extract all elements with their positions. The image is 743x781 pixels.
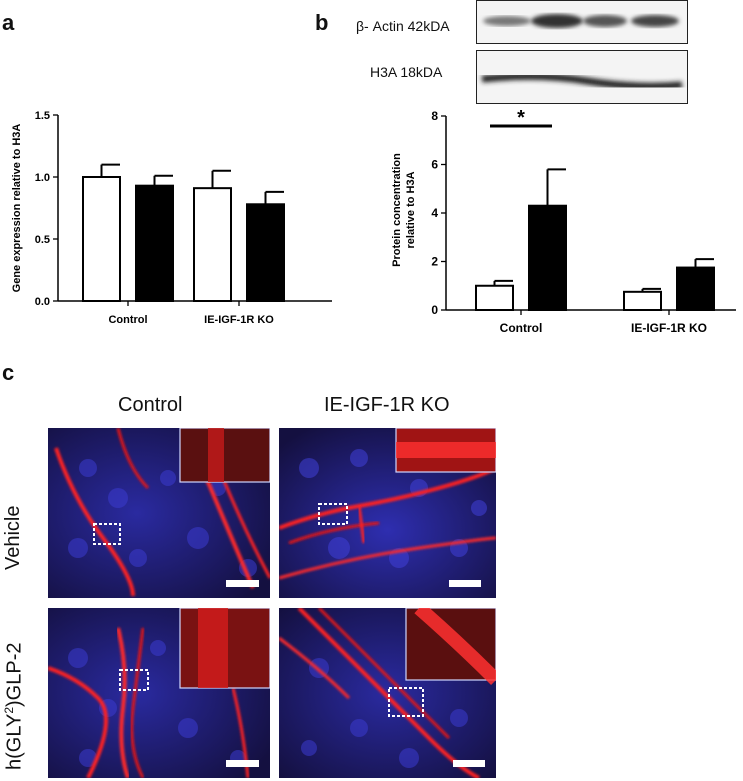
panel-letter-c: c: [2, 360, 15, 385]
bar: [246, 203, 285, 302]
micrograph-ko-glp2: [279, 608, 496, 778]
y-tick-label: 4: [431, 206, 438, 220]
row-title-glp2: h(GLY2)GLP-2: [2, 643, 27, 770]
chart-a-gene-expression: 0.0 0.5 1.0 1.5 Control IE-IGF-1R KO Gene expr…: [11, 110, 332, 326]
bar: [623, 290, 662, 311]
panel-letter-b: b: [315, 10, 329, 35]
x-category-label: IE-IGF-1R KO: [204, 314, 274, 326]
bar: [475, 284, 514, 311]
row-title-glp2-sup: 2: [2, 706, 16, 714]
y-tick-label: 1.0: [35, 172, 50, 184]
row-title-vehicle: Vehicle: [2, 505, 24, 571]
bar: [82, 176, 121, 302]
y-tick-label: 0.5: [35, 234, 50, 246]
micrograph-control-glp2: [48, 608, 270, 778]
y-axis-label: Gene expression relative to H3A: [11, 124, 23, 293]
col-title-ko: IE-IGF-1R KO: [324, 394, 450, 416]
y-tick-label: 1.5: [35, 110, 50, 122]
bar: [528, 204, 567, 311]
micrograph-control-vehicle: [48, 428, 270, 598]
y-tick-label: 0: [431, 303, 438, 317]
micrograph-ko-vehicle: [279, 428, 496, 598]
blot-h3a-label: H3A 18kDA: [370, 64, 443, 80]
blot-h3a-image: [476, 50, 688, 104]
micrograph-control-glp2-image: [48, 608, 270, 778]
y-tick-label: 2: [431, 255, 438, 269]
micrograph-control-vehicle-image: [48, 428, 270, 598]
significance-star: *: [517, 107, 525, 129]
blot-h3a-bands: [481, 72, 683, 90]
y-axis-label-line: relative to H3A: [405, 171, 417, 248]
col-title-control: Control: [118, 394, 183, 416]
y-tick-label: 8: [431, 109, 438, 123]
y-tick-label: 0.0: [35, 296, 50, 308]
x-category-label: Control: [500, 321, 543, 335]
row-title-glp2-suffix: )GLP-2: [3, 642, 26, 707]
y-tick-label: 6: [431, 158, 438, 172]
blot-actin-image: [476, 0, 688, 44]
y-axis-label-line: Protein concentration: [391, 153, 403, 267]
chart-b-protein-concentration: 0 2 4 6 8 Control IE-IGF-1R KO Protein concentr…: [391, 107, 736, 335]
panel-letter-a: a: [2, 10, 15, 35]
blot-actin-bands: [483, 14, 679, 28]
bar: [676, 266, 715, 311]
row-title-glp2-prefix: h(GLY: [3, 713, 26, 770]
x-category-label: Control: [108, 314, 147, 326]
bar: [135, 184, 174, 302]
blot-actin-label: β- Actin 42kDA: [356, 18, 450, 34]
x-category-label: IE-IGF-1R KO: [631, 321, 707, 335]
bar: [193, 187, 232, 302]
micrograph-ko-vehicle-image: [279, 428, 496, 598]
micrograph-ko-glp2-image: [279, 608, 496, 778]
